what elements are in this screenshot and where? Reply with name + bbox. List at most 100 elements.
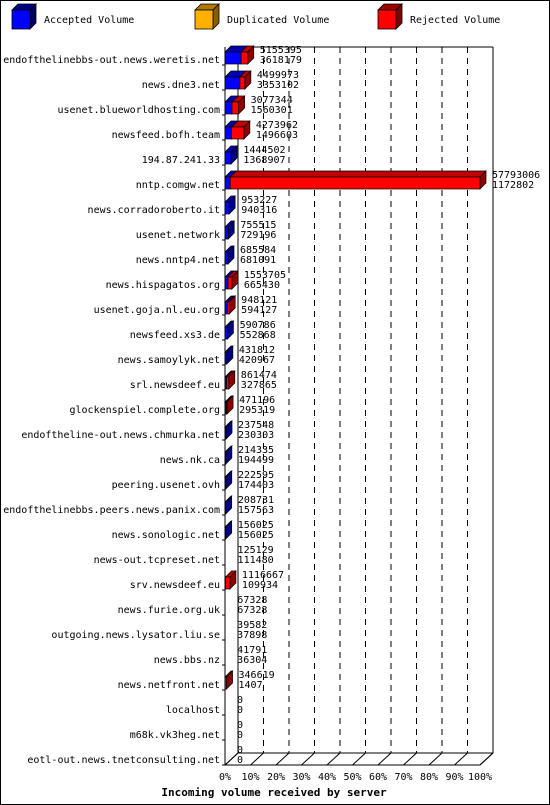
value-label-total: 39582 bbox=[237, 620, 267, 631]
x-tick-label: 50% bbox=[343, 772, 361, 783]
value-label-total: 755515 bbox=[240, 220, 276, 231]
value-label-accepted: 327865 bbox=[241, 380, 277, 391]
value-label-total: 57793006 bbox=[492, 170, 540, 181]
value-label-accepted: 67328 bbox=[237, 605, 267, 616]
category-label: endofthelinebbs-out.news.weretis.net bbox=[3, 55, 220, 66]
bar-accepted bbox=[224, 526, 227, 540]
value-label-total: 861474 bbox=[241, 370, 277, 381]
x-tick-mark bbox=[275, 752, 290, 766]
category-label: srv.newsdeef.eu bbox=[130, 580, 220, 591]
value-label-accepted: 37898 bbox=[237, 630, 267, 641]
x-tick-mark bbox=[403, 752, 417, 766]
x-tick-label: 100% bbox=[468, 772, 492, 783]
value-label-total: 67328 bbox=[237, 595, 267, 606]
legend-label-rejected: Rejected Volume bbox=[410, 15, 500, 26]
x-tick-label: 40% bbox=[318, 772, 336, 783]
value-label-total: 590786 bbox=[240, 320, 276, 331]
bar-accepted bbox=[224, 51, 242, 65]
value-label-total: 41791 bbox=[237, 645, 267, 656]
value-label-total: 0 bbox=[237, 745, 243, 756]
category-label: news.hispagatos.org bbox=[106, 280, 220, 291]
bar-accepted bbox=[224, 401, 227, 415]
value-label-accepted: 1368907 bbox=[243, 155, 285, 166]
value-label-total: 156025 bbox=[238, 520, 274, 531]
category-label: outgoing.news.lysator.liu.se bbox=[51, 630, 220, 641]
x-tick-mark bbox=[454, 752, 468, 766]
value-label-accepted: 3353102 bbox=[257, 80, 299, 91]
value-label-accepted: 1560301 bbox=[251, 105, 293, 116]
value-label-total: 4273962 bbox=[256, 120, 298, 131]
value-label-total: 237548 bbox=[238, 420, 274, 431]
legend-label-duplicated: Duplicated Volume bbox=[227, 15, 329, 26]
value-label-total: 431812 bbox=[239, 345, 275, 356]
bar-rejected bbox=[231, 126, 245, 140]
bar-accepted bbox=[224, 426, 227, 440]
value-label-accepted: 3618179 bbox=[260, 55, 302, 66]
value-label-total: 346619 bbox=[239, 670, 275, 681]
category-label: news.dne3.net bbox=[142, 80, 220, 91]
category-label: newsfeed.bofh.team bbox=[112, 130, 220, 141]
category-label: news-out.tcpreset.net bbox=[94, 555, 220, 566]
value-label-accepted: 230303 bbox=[238, 430, 274, 441]
value-label-accepted: 552868 bbox=[240, 330, 276, 341]
bar-accepted bbox=[224, 101, 233, 115]
bar-accepted bbox=[224, 476, 227, 490]
value-label-total: 222595 bbox=[238, 470, 274, 481]
value-label-accepted: 194499 bbox=[238, 455, 274, 466]
category-label: localhost bbox=[166, 705, 220, 716]
x-axis-title: Incoming volume received by server bbox=[161, 786, 387, 799]
value-label-total: 1116667 bbox=[242, 570, 284, 581]
category-label: news.nk.ca bbox=[160, 455, 220, 466]
x-tick-label: 90% bbox=[445, 772, 463, 783]
value-label-total: 471196 bbox=[239, 395, 275, 406]
bar-rejected bbox=[226, 376, 230, 390]
category-label: news.corradoroberto.it bbox=[88, 205, 220, 216]
legend-item-duplicated: Duplicated Volume bbox=[194, 3, 329, 30]
x-tick-mark bbox=[377, 752, 392, 766]
value-label-accepted: 156025 bbox=[238, 530, 274, 541]
value-label-accepted: 594127 bbox=[241, 305, 277, 316]
value-label-total: 948121 bbox=[241, 295, 277, 306]
bar-accepted bbox=[224, 326, 228, 340]
bar-accepted bbox=[224, 301, 228, 315]
bar-accepted bbox=[224, 451, 227, 465]
x-tick-mark bbox=[250, 752, 264, 766]
value-label-accepted: 665430 bbox=[244, 280, 280, 291]
value-label-total: 214335 bbox=[238, 445, 274, 456]
value-label-total: 1444502 bbox=[243, 145, 285, 156]
legend-item-rejected: Rejected Volume bbox=[377, 3, 500, 30]
category-label: endoftheline-out.news.chmurka.net bbox=[21, 430, 220, 441]
x-tick-label: 70% bbox=[394, 772, 412, 783]
category-label: news.sonologic.net bbox=[112, 530, 220, 541]
value-label-accepted: 36304 bbox=[237, 655, 267, 666]
legend-swatch-rejected bbox=[377, 9, 397, 30]
value-label-accepted: 940316 bbox=[241, 205, 277, 216]
value-label-accepted: 0 bbox=[237, 705, 243, 716]
category-label: endofthelinebbs.peers.news.panix.com bbox=[3, 505, 220, 516]
x-tick-label: 0% bbox=[219, 772, 231, 783]
bar-rejected bbox=[224, 676, 227, 690]
value-label-total: 685584 bbox=[240, 245, 276, 256]
bar-accepted bbox=[224, 76, 241, 90]
bar-accepted bbox=[224, 251, 229, 265]
bar-accepted bbox=[224, 276, 229, 290]
category-label: usenet.blueworldhosting.com bbox=[57, 105, 220, 116]
value-label-accepted: 0 bbox=[237, 730, 243, 741]
bar-rejected bbox=[227, 276, 233, 290]
x-tick-mark bbox=[352, 752, 366, 766]
bar-rejected-top bbox=[229, 170, 487, 178]
bar-accepted bbox=[224, 176, 231, 190]
value-label-accepted: 295319 bbox=[239, 405, 275, 416]
legend: Accepted Volume Duplicated Volume Reject… bbox=[11, 3, 500, 30]
value-label-total: 953227 bbox=[241, 195, 277, 206]
bar-accepted bbox=[224, 226, 229, 240]
category-label: peering.usenet.ovh bbox=[112, 480, 220, 491]
x-tick-mark bbox=[224, 752, 239, 766]
category-label: glockenspiel.complete.org bbox=[69, 405, 220, 416]
category-label: news.nntp4.net bbox=[136, 255, 220, 266]
value-label-accepted: 681091 bbox=[240, 255, 276, 266]
bar-rejected bbox=[239, 76, 246, 90]
value-label-accepted: 1496603 bbox=[256, 130, 298, 141]
